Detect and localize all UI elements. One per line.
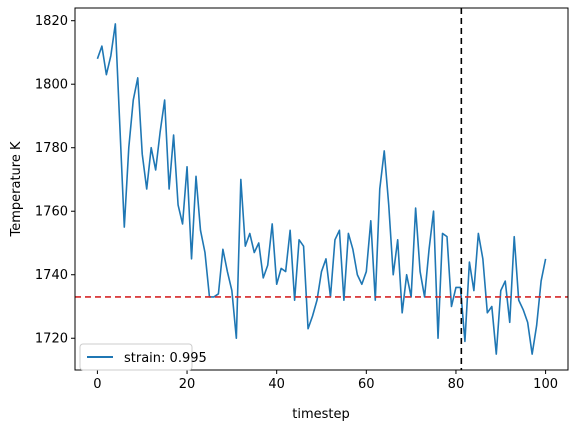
x-tick-label: 60 <box>358 377 375 392</box>
y-tick-label: 1760 <box>35 205 68 220</box>
legend: strain: 0.995 <box>79 343 207 371</box>
axes-frame <box>74 7 569 371</box>
x-tick-label: 20 <box>179 377 196 392</box>
y-tick-label: 1780 <box>35 141 68 156</box>
axes-ticks: 0 20 40 60 80 100 1720 1740 1760 1780 1800 1820 <box>35 7 569 392</box>
x-tick-label: 40 <box>268 377 285 392</box>
legend-entry-label: strain: 0.995 <box>124 351 207 366</box>
x-axis-label: timestep <box>292 407 350 422</box>
x-tick-label: 80 <box>448 377 465 392</box>
plot-area <box>75 8 568 370</box>
y-tick-label: 1800 <box>35 78 68 93</box>
x-tick-label: 0 <box>93 377 101 392</box>
y-tick-label: 1740 <box>35 268 68 283</box>
series-line <box>96 23 547 355</box>
legend-box <box>79 343 193 371</box>
y-tick-label: 1720 <box>35 332 68 347</box>
y-tick-label: 1820 <box>35 14 68 29</box>
y-axis-label: Temperature K <box>9 141 24 237</box>
x-tick-label: 100 <box>533 377 558 392</box>
